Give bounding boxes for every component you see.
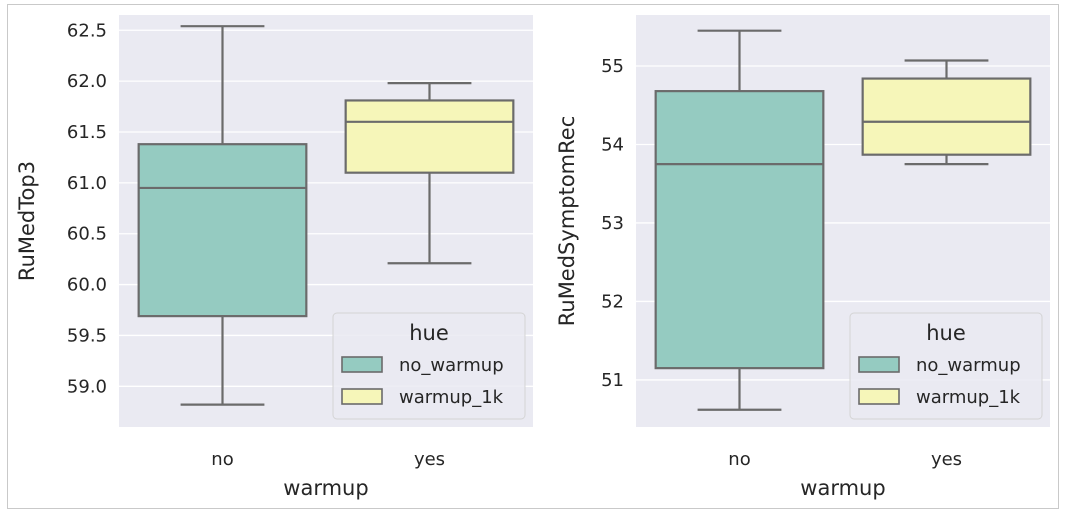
legend: hue no_warmup warmup_1k <box>332 312 526 420</box>
x-tick-label: no <box>728 449 750 470</box>
legend-label-warmup_1k: warmup_1k <box>399 387 504 408</box>
y-tick-label: 62.0 <box>67 71 107 92</box>
legend-swatch-no_warmup <box>341 356 383 373</box>
y-axis-label: RuMedTop3 <box>15 161 39 281</box>
x-tick-label: no <box>211 449 233 470</box>
y-tick-label: 51 <box>601 370 624 391</box>
legend-swatch-warmup_1k <box>858 388 900 405</box>
y-axis-label: RuMedSymptomRec <box>555 116 579 327</box>
box-warmup_1k <box>344 82 515 265</box>
x-axis-label: warmup <box>283 476 368 500</box>
x-axis-label: warmup <box>800 476 885 500</box>
chart-panel-1: 59.0 59.5 60.0 60.5 61.0 61.5 62.0 62.5 no yes war… <box>15 15 533 500</box>
y-tick-label: 59.5 <box>67 325 107 346</box>
y-tick-label: 52 <box>601 291 624 312</box>
legend-title: hue <box>926 321 966 345</box>
legend-label-no_warmup: no_warmup <box>399 355 504 376</box>
y-tick-label: 60.0 <box>67 275 107 296</box>
box-warmup_1k <box>861 59 1032 166</box>
iqr-box <box>137 143 308 318</box>
x-tick-label: yes <box>931 449 962 470</box>
iqr-box <box>344 99 515 174</box>
legend: hue no_warmup warmup_1k <box>849 312 1043 420</box>
box-no_warmup <box>137 25 308 406</box>
y-tick-label: 61.5 <box>67 122 107 143</box>
y-tick-label: 62.5 <box>67 20 107 41</box>
box-no_warmup <box>654 29 825 411</box>
iqr-box <box>861 77 1032 156</box>
iqr-box <box>654 90 825 370</box>
y-tick-label: 61.0 <box>67 173 107 194</box>
legend-title: hue <box>409 321 449 345</box>
y-tick-label: 54 <box>601 134 624 155</box>
y-tick-label: 55 <box>601 56 624 77</box>
legend-swatch-warmup_1k <box>341 388 383 405</box>
y-tick-label: 53 <box>601 213 624 234</box>
chart-canvas: 59.0 59.5 60.0 60.5 61.0 61.5 62.0 62.5 no yes war… <box>15 15 1050 500</box>
y-tick-label: 59.0 <box>67 376 107 397</box>
figure: 59.0 59.5 60.0 60.5 61.0 61.5 62.0 62.5 no yes war… <box>7 4 1059 509</box>
x-tick-label: yes <box>414 449 445 470</box>
legend-label-no_warmup: no_warmup <box>916 355 1021 376</box>
chart-panel-2: 51 52 53 54 55 no yes warmup RuMedSymptomRec hue n… <box>555 15 1050 500</box>
y-tick-label: 60.5 <box>67 224 107 245</box>
legend-label-warmup_1k: warmup_1k <box>916 387 1021 408</box>
legend-swatch-no_warmup <box>858 356 900 373</box>
